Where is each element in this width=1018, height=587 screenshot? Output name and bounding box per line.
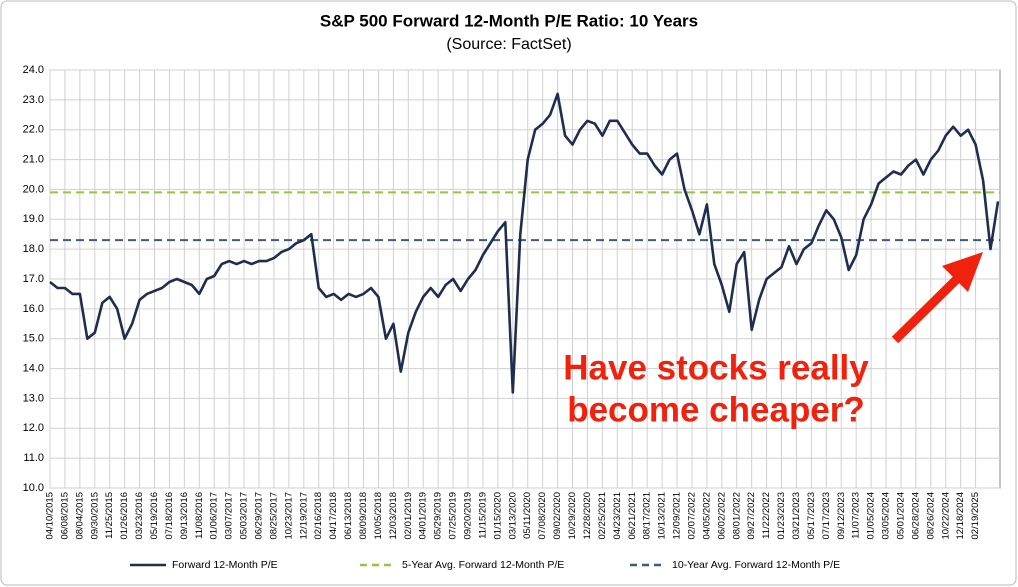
- x-tick-label: 04/05/2022: [701, 492, 712, 540]
- y-tick-label: 23.0: [23, 94, 44, 106]
- x-tick-label: 04/17/2018: [328, 492, 339, 540]
- arrow-head: [942, 252, 983, 292]
- x-tick-label: 05/17/2023: [806, 492, 817, 540]
- x-tick-label: 11/08/2016: [194, 492, 205, 539]
- x-tick-label: 02/01/2019: [403, 492, 414, 540]
- y-tick-label: 24.0: [23, 64, 44, 76]
- arrow-shaft: [891, 272, 964, 344]
- x-tick-label: 12/03/2018: [388, 492, 399, 540]
- y-tick-label: 18.0: [23, 243, 44, 255]
- x-tick-label: 12/18/2024: [955, 492, 966, 540]
- x-tick-label: 07/08/2020: [537, 492, 548, 540]
- x-tick-label: 09/12/2023: [836, 492, 847, 540]
- x-tick-label: 10/23/2017: [283, 492, 294, 540]
- annotation: become cheaper?: [567, 390, 865, 429]
- x-tick-label: 12/28/2020: [582, 492, 593, 540]
- x-tick-label: 07/17/2023: [821, 492, 832, 540]
- x-tick-label: 09/13/2016: [179, 492, 190, 540]
- y-tick-label: 15.0: [23, 333, 44, 345]
- chart-title: S&P 500 Forward 12-Month P/E Ratio: 10 Y…: [320, 11, 698, 30]
- x-tick-label: 10/22/2024: [940, 492, 951, 540]
- y-tick-label: 13.0: [23, 392, 44, 404]
- y-tick-label: 10.0: [23, 482, 44, 494]
- x-tick-label: 03/07/2017: [224, 492, 235, 540]
- x-tick-label: 05/19/2016: [149, 492, 160, 540]
- x-tick-label: 12/09/2021: [672, 492, 683, 540]
- x-tick-label: 06/29/2017: [254, 492, 265, 540]
- y-tick-label: 20.0: [23, 183, 44, 195]
- x-tick-label: 01/06/2017: [209, 492, 220, 540]
- y-tick-label: 22.0: [23, 124, 44, 136]
- x-tick-label: 08/17/2021: [642, 492, 653, 540]
- y-tick-label: 16.0: [23, 303, 44, 315]
- x-tick-label: 10/05/2018: [373, 492, 384, 540]
- x-tick-label: 04/01/2019: [418, 492, 429, 540]
- x-tick-label: 10/29/2020: [567, 492, 578, 540]
- x-tick-label: 02/16/2018: [313, 492, 324, 540]
- y-tick-label: 12.0: [23, 422, 44, 434]
- x-tick-label: 05/29/2019: [433, 492, 444, 540]
- x-tick-label: 08/01/2022: [731, 492, 742, 540]
- annotation: Have stocks really: [563, 348, 869, 387]
- x-tick-label: 10/13/2021: [657, 492, 668, 540]
- x-tick-label: 09/27/2022: [746, 492, 757, 540]
- legend-label: Forward 12-Month P/E: [172, 559, 278, 571]
- x-tick-label: 12/19/2017: [298, 492, 309, 540]
- x-tick-label: 01/05/2024: [866, 492, 877, 540]
- x-tick-label: 09/20/2019: [463, 492, 474, 540]
- x-tick-label: 03/05/2024: [881, 492, 892, 540]
- x-tick-label: 05/11/2020: [522, 492, 533, 539]
- x-tick-label: 04/23/2021: [612, 492, 623, 540]
- x-tick-label: 02/19/2025: [970, 492, 981, 540]
- x-tick-label: 11/15/2019: [477, 492, 488, 539]
- y-tick-label: 19.0: [23, 213, 44, 225]
- x-tick-label: 05/01/2024: [895, 492, 906, 540]
- x-tick-label: 08/25/2017: [268, 492, 279, 540]
- x-tick-label: 07/25/2019: [448, 492, 459, 540]
- x-tick-label: 06/02/2022: [716, 492, 727, 540]
- x-tick-label: 01/23/2023: [776, 492, 787, 540]
- x-tick-label: 02/25/2021: [597, 492, 608, 540]
- x-tick-label: 03/23/2016: [134, 492, 145, 540]
- x-tick-label: 08/09/2018: [358, 492, 369, 540]
- x-tick-label: 06/28/2024: [910, 492, 921, 540]
- x-tick-label: 08/04/2015: [74, 492, 85, 540]
- x-tick-label: 03/21/2023: [791, 492, 802, 540]
- x-tick-label: 02/07/2022: [686, 492, 697, 540]
- x-tick-label: 03/13/2020: [507, 492, 518, 540]
- legend-label: 5-Year Avg. Forward 12-Month P/E: [402, 559, 564, 571]
- series-line: [49, 92, 1000, 394]
- x-tick-label: 11/22/2022: [761, 492, 772, 539]
- x-tick-label: 05/03/2017: [239, 492, 250, 540]
- plot-area: 10.0 11.0 12.0 13.0 14.0 15.0 16.0 17.0 18.0 19.0…: [23, 64, 1001, 571]
- y-tick-label: 17.0: [23, 273, 44, 285]
- x-tick-label: 06/13/2018: [343, 492, 354, 540]
- x-tick-label: 06/21/2021: [627, 492, 638, 540]
- legend-label: 10-Year Avg. Forward 12-Month P/E: [672, 559, 840, 571]
- x-tick-label: 08/26/2024: [925, 492, 936, 540]
- x-tick-label: 11/25/2015: [104, 492, 115, 539]
- x-tick-label: 09/30/2015: [89, 492, 100, 540]
- x-tick-label: 01/15/2020: [492, 492, 503, 540]
- y-tick-label: 21.0: [23, 153, 44, 165]
- x-tick-label: 04/10/2015: [45, 492, 56, 540]
- y-tick-label: 14.0: [23, 362, 44, 374]
- x-tick-label: 06/08/2015: [59, 492, 70, 540]
- y-tick-label: 11.0: [23, 452, 44, 464]
- x-tick-label: 09/02/2020: [552, 492, 563, 540]
- x-tick-label: 11/07/2023: [851, 492, 862, 539]
- chart-subtitle: (Source: FactSet): [446, 36, 571, 53]
- x-tick-label: 01/26/2016: [119, 492, 130, 540]
- x-tick-label: 07/18/2016: [164, 492, 175, 540]
